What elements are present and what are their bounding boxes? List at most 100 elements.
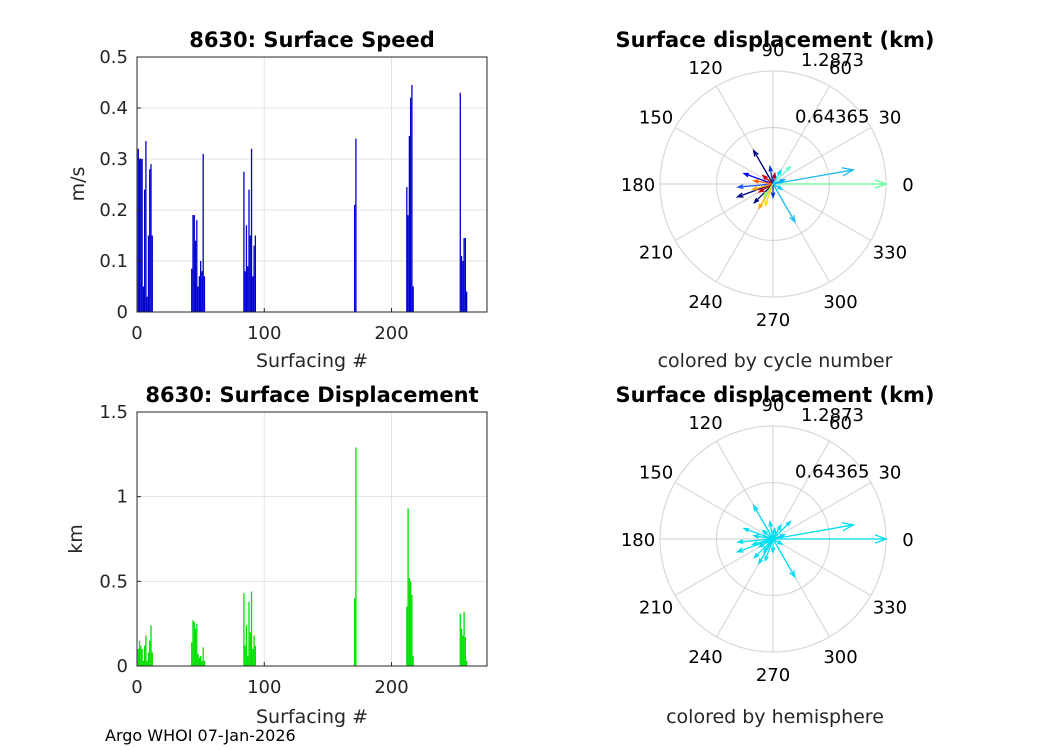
polar-cycle-spoke bbox=[772, 85, 831, 185]
polar-hemisphere-vector-arrow bbox=[757, 538, 774, 548]
polar-hemisphere-title: Surface displacement (km) bbox=[615, 383, 934, 407]
polar-hemisphere-spoke bbox=[674, 538, 774, 597]
polar-cycle-vector-arrow bbox=[772, 183, 784, 191]
polar-hemisphere-vector-arrow bbox=[764, 538, 774, 563]
polar-cycle-caption: colored by cycle number bbox=[658, 350, 893, 372]
polar-hemisphere-ring-label: 1.2873 bbox=[801, 405, 864, 426]
speed-ytick-label: 0.5 bbox=[99, 47, 128, 68]
polar-cycle-spoke bbox=[772, 183, 872, 242]
polar-hemisphere-angle-label: 30 bbox=[878, 463, 901, 484]
displacement-chart-frame bbox=[136, 411, 488, 667]
polar-hemisphere-vector-arrow bbox=[753, 538, 774, 559]
polar-hemisphere-angle-label: 0 bbox=[902, 530, 913, 551]
speed-xtick-label: 0 bbox=[131, 323, 142, 344]
polar-cycle-title: Surface displacement (km) bbox=[615, 28, 934, 52]
polar-hemisphere-angle-label: 210 bbox=[639, 598, 673, 619]
disp-xtick-label: 200 bbox=[374, 677, 408, 698]
speed-chart-frame bbox=[136, 56, 488, 313]
polar-cycle-vector-arrow bbox=[772, 167, 856, 185]
polar-cycle-vector-arrow bbox=[770, 184, 776, 200]
polar-cycle-vector-arrow bbox=[757, 183, 774, 193]
speed-chart-bars bbox=[137, 85, 468, 312]
polar-cycle-angle-label: 150 bbox=[639, 108, 673, 129]
speed-chart: 8630: Surface Speed 0 100 200 0 0.1 0.2 0.3 0.4… bbox=[67, 28, 488, 372]
speed-xtick-label: 200 bbox=[374, 323, 408, 344]
polar-cycle-vector-arrow bbox=[773, 179, 889, 189]
polar-hemisphere-vector-arrow bbox=[761, 529, 774, 540]
polar-hemisphere-angle-label: 60 bbox=[829, 413, 852, 434]
polar-hemisphere-vector-arrow bbox=[762, 538, 774, 554]
speed-ytick-label: 0 bbox=[117, 302, 128, 323]
speed-chart-xlabel: Surfacing # bbox=[256, 350, 368, 372]
polar-cycle-angle-label: 180 bbox=[621, 175, 655, 196]
polar-cycle-vector-arrow bbox=[772, 165, 792, 185]
displacement-chart-ylabel: km bbox=[65, 524, 87, 554]
polar-chart-cycle: Surface displacement (km) 0 30 60 90 120 150 1… bbox=[615, 28, 934, 372]
polar-hemisphere-vector-arrow bbox=[773, 534, 889, 544]
polar-hemisphere-angle-label: 300 bbox=[823, 647, 857, 668]
disp-ytick-label: 1 bbox=[117, 487, 128, 508]
polar-cycle-vector-arrow bbox=[742, 172, 774, 185]
polar-hemisphere-spoke bbox=[772, 440, 831, 540]
polar-cycle-ring-label: 1.2873 bbox=[801, 50, 864, 71]
polar-cycle-vector-arrow bbox=[764, 183, 774, 208]
speed-chart-ylabel: m/s bbox=[67, 167, 89, 202]
polar-hemisphere-angle-label: 150 bbox=[639, 463, 673, 484]
footer-credit: Argo WHOI 07-Jan-2026 bbox=[105, 726, 296, 745]
polar-cycle-spoke bbox=[674, 126, 774, 185]
polar-cycle-angle-label: 60 bbox=[829, 58, 852, 79]
polar-cycle-vector-arrow bbox=[772, 179, 787, 185]
polar-cycle-vector-arrow bbox=[736, 183, 774, 190]
polar-hemisphere-vector-arrow bbox=[772, 522, 856, 540]
displacement-chart-ticks: 0 100 200 0 0.5 1 1.5 bbox=[99, 402, 408, 698]
polar-cycle-vector-arrow bbox=[752, 148, 774, 185]
disp-ytick-label: 0.5 bbox=[99, 571, 128, 592]
polar-hemisphere-angle-label: 90 bbox=[762, 395, 785, 416]
speed-xtick-label: 100 bbox=[247, 323, 281, 344]
polar-hemisphere-vector-arrow bbox=[750, 538, 774, 546]
polar-hemisphere-spoke bbox=[772, 538, 872, 597]
polar-cycle-spoke bbox=[772, 126, 872, 185]
polar-hemisphere-vector-arrow bbox=[772, 523, 782, 540]
polar-cycle-vector-arrow bbox=[762, 183, 774, 199]
polar-cycle-vector-arrow bbox=[768, 164, 774, 185]
polar-cycle-vector-arrow bbox=[753, 183, 774, 204]
polar-hemisphere-vector-arrow bbox=[768, 519, 774, 540]
polar-cycle-vector-arrow bbox=[750, 183, 774, 191]
polar-cycle-angle-label: 120 bbox=[688, 58, 722, 79]
polar-cycle-vector-arrow bbox=[772, 183, 796, 224]
speed-chart-grid bbox=[137, 57, 487, 312]
polar-cycle-angle-label: 240 bbox=[688, 292, 722, 313]
polar-hemisphere-vector-arrow bbox=[770, 539, 776, 555]
speed-chart-ticks: 0 100 200 0 0.1 0.2 0.3 0.4 0.5 bbox=[99, 47, 408, 344]
polar-hemisphere-angle-label: 240 bbox=[688, 647, 722, 668]
polar-hemisphere-vector-arrow bbox=[752, 534, 774, 540]
polar-hemisphere-vector-arrow bbox=[742, 527, 774, 540]
polar-hemisphere-angle-label: 270 bbox=[756, 665, 790, 686]
displacement-chart-title: 8630: Surface Displacement bbox=[145, 383, 478, 407]
polar-cycle-angle-label: 330 bbox=[873, 243, 907, 264]
displacement-chart: 8630: Surface Displacement 0 100 200 0 0.5 1 1… bbox=[65, 383, 488, 728]
polar-cycle-vector-arrow bbox=[772, 168, 782, 185]
polar-cycle-angle-label: 210 bbox=[639, 243, 673, 264]
polar-hemisphere-vector-arrow bbox=[772, 520, 792, 540]
polar-hemisphere-vector-arrow bbox=[736, 538, 774, 545]
speed-chart-title: 8630: Surface Speed bbox=[189, 28, 435, 52]
polar-hemisphere-ring-label: 0.64365 bbox=[795, 462, 869, 483]
polar-hemisphere-spoke bbox=[674, 481, 774, 540]
polar-cycle-angle-label: 30 bbox=[878, 108, 901, 129]
polar-hemisphere-vector-arrow bbox=[772, 534, 787, 540]
polar-cycle-angle-label: 270 bbox=[756, 310, 790, 331]
displacement-chart-grid bbox=[137, 412, 487, 666]
disp-xtick-label: 100 bbox=[247, 677, 281, 698]
speed-ytick-label: 0.3 bbox=[99, 149, 128, 170]
polar-cycle-vector-arrow bbox=[752, 179, 774, 185]
polar-cycle-spoke bbox=[674, 183, 774, 242]
speed-ytick-label: 0.2 bbox=[99, 200, 128, 221]
polar-hemisphere-angle-label: 120 bbox=[688, 413, 722, 434]
polar-hemisphere-vector-arrow bbox=[772, 538, 784, 546]
speed-ytick-label: 0.4 bbox=[99, 98, 128, 119]
polar-cycle-ring-label: 0.64365 bbox=[795, 107, 869, 128]
polar-chart-hemisphere: Surface displacement (km) 0 30 60 90 120 150 1… bbox=[615, 383, 934, 728]
